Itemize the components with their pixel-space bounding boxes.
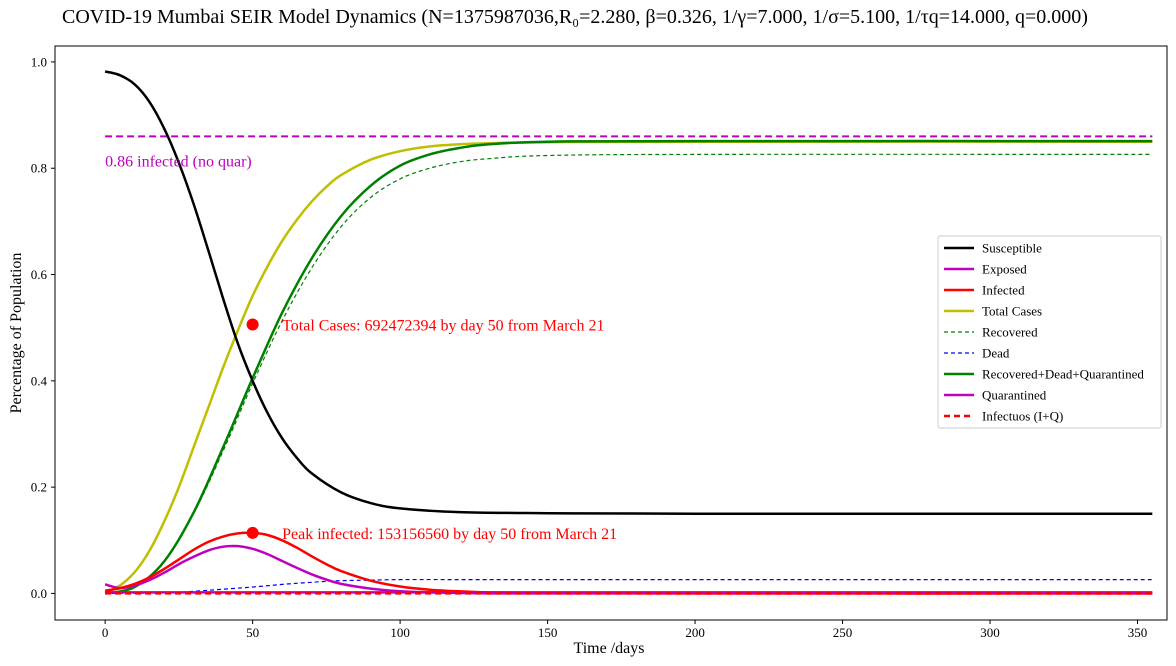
marker-layer [246, 318, 259, 539]
legend-label: Infectuos (I+Q) [982, 409, 1063, 424]
plot-frame [54, 45, 1168, 621]
highlight-marker [246, 318, 259, 331]
x-axis-label: Time /days [574, 640, 645, 657]
legend-label: Susceptible [982, 241, 1042, 256]
series-layer [104, 70, 1153, 595]
y-tick-label: 0.4 [31, 373, 48, 388]
legend-label: Quarantined [982, 388, 1047, 403]
x-tick-label: 0 [102, 625, 109, 640]
annotation-label: Total Cases: 692472394 by day 50 from Ma… [282, 317, 604, 334]
annotation-layer: Total Cases: 692472394 by day 50 from Ma… [105, 153, 617, 543]
y-tick-label: 0.0 [31, 586, 47, 601]
x-tick-label: 50 [246, 625, 259, 640]
legend-frame [937, 235, 1162, 429]
highlight-marker [246, 526, 259, 539]
legend-label: Total Cases [982, 304, 1042, 319]
x-tick-label: 300 [980, 625, 1000, 640]
y-axis-label: Percentage of Population [8, 253, 25, 414]
x-tick-label: 150 [538, 625, 558, 640]
legend-label: Dead [982, 346, 1010, 361]
x-tick-label: 100 [390, 625, 410, 640]
x-tick-label: 250 [833, 625, 853, 640]
series-line-infected [104, 531, 1153, 595]
chart-title: COVID-19 Mumbai SEIR Model Dynamics (N=1… [62, 6, 1088, 28]
legend-label: Recovered [982, 325, 1038, 340]
annotation-label: 0.86 infected (no quar) [105, 153, 252, 170]
y-tick-label: 0.2 [31, 480, 47, 495]
legend-items: Susceptible Exposed Infected Total Cases Rec… [944, 241, 1144, 424]
series-line-dead [105, 578, 1153, 594]
x-tick-label: 200 [685, 625, 705, 640]
legend-label: Infected [982, 283, 1025, 298]
series-line-recovered [104, 153, 1153, 594]
legend-label: Exposed [982, 262, 1027, 277]
y-axis: 0.0 0.2 0.4 0.6 0.8 1.0 [31, 54, 55, 601]
series-line-susceptible [104, 70, 1153, 515]
legend: Susceptible Exposed Infected Total Cases Rec… [937, 235, 1162, 429]
annotation-label: Peak infected: 153156560 by day 50 from … [282, 526, 617, 543]
y-tick-label: 0.6 [31, 267, 48, 282]
y-tick-label: 1.0 [31, 54, 47, 69]
x-axis: 0 50 100 150 200 250 300 350 [102, 620, 1147, 640]
x-tick-label: 350 [1128, 625, 1148, 640]
y-tick-label: 0.8 [31, 161, 47, 176]
legend-label: Recovered+Dead+Quarantined [982, 367, 1144, 382]
plot-area: Total Cases: 692472394 by day 50 from Ma… [54, 45, 1168, 621]
